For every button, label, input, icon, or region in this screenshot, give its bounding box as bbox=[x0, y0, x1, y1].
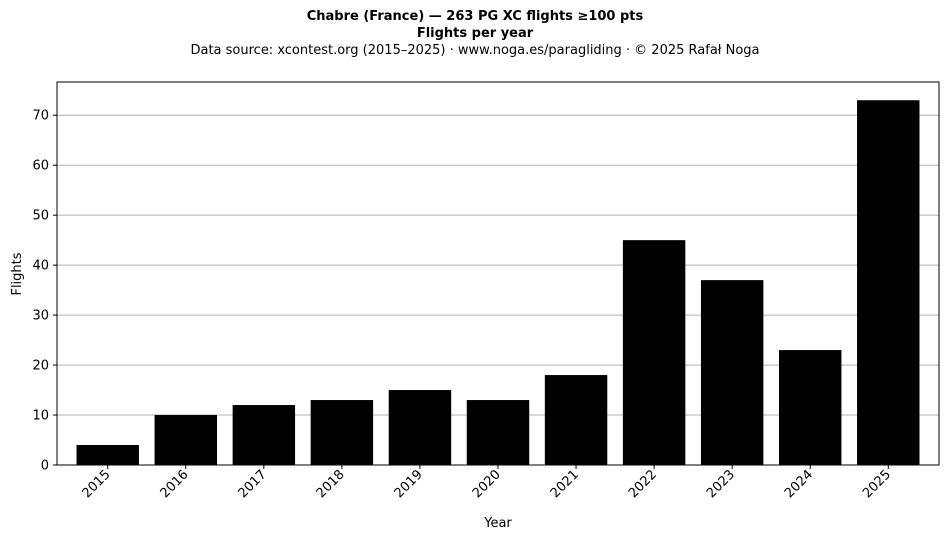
x-tick-label: 2020 bbox=[470, 467, 504, 501]
y-tick-label: 40 bbox=[32, 259, 49, 274]
y-tick-label: 0 bbox=[41, 459, 49, 474]
y-tick-label: 50 bbox=[32, 209, 49, 224]
bar-2024 bbox=[778, 350, 842, 465]
y-axis-label: Flights bbox=[10, 252, 25, 295]
y-tick-label: 70 bbox=[32, 109, 49, 124]
chart-subtitle: Flights per year bbox=[416, 26, 534, 41]
y-tick-label: 60 bbox=[32, 159, 49, 174]
x-axis-label: Year bbox=[483, 516, 512, 531]
bar-2016 bbox=[154, 415, 218, 465]
bar-2025 bbox=[857, 100, 920, 465]
x-tick-label: 2023 bbox=[704, 467, 738, 501]
x-tick-label: 2019 bbox=[392, 467, 426, 501]
y-tick-label: 30 bbox=[32, 309, 49, 324]
x-tick-label: 2016 bbox=[158, 467, 192, 501]
bar-2020 bbox=[466, 400, 530, 465]
plot-frame bbox=[56, 81, 940, 466]
x-tick-label: 2018 bbox=[314, 467, 348, 501]
x-tick-label: 2022 bbox=[626, 467, 660, 501]
chart-title: Chabre (France) — 263 PG XC flights ≥100… bbox=[306, 9, 644, 24]
bar-2017 bbox=[232, 405, 296, 465]
y-tick-label: 10 bbox=[32, 409, 49, 424]
x-tick-label: 2025 bbox=[860, 467, 894, 501]
x-tick-label: 2024 bbox=[782, 467, 816, 501]
y-tick-label: 20 bbox=[32, 359, 49, 374]
bar-2023 bbox=[700, 280, 764, 465]
data-source-note: Data source: xcontest.org (2015–2025) · … bbox=[190, 43, 760, 58]
x-tick-label: 2021 bbox=[548, 467, 582, 501]
bars bbox=[76, 100, 920, 465]
bar-2022 bbox=[622, 240, 686, 465]
x-tick-label: 2017 bbox=[236, 467, 270, 501]
bar-2015 bbox=[76, 445, 139, 465]
bar-2019 bbox=[388, 390, 452, 465]
bar-2018 bbox=[310, 400, 374, 465]
bar-2021 bbox=[544, 375, 608, 465]
x-tick-label: 2015 bbox=[80, 467, 114, 501]
